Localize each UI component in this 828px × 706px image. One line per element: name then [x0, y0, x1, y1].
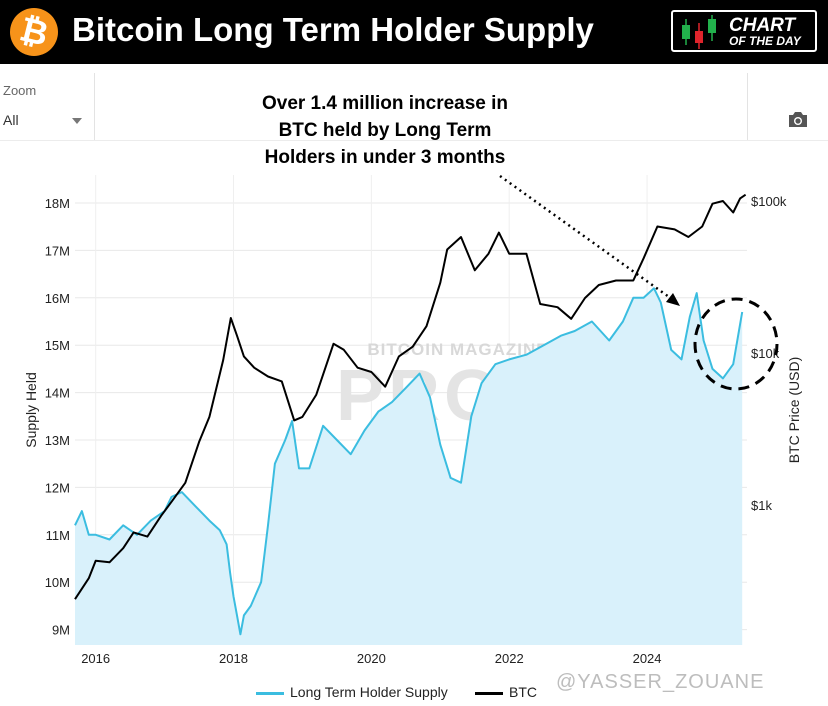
annotation-line-1: Over 1.4 million increase in [261, 93, 509, 114]
y-tick-label: 12M [45, 480, 70, 495]
y-axis-title: Supply Held [23, 372, 39, 448]
annotation-arrow [499, 174, 677, 304]
x-tick-label: 2024 [633, 651, 662, 666]
badge-line-1: CHART [729, 15, 796, 36]
camera-icon[interactable] [788, 111, 808, 128]
axis-labels: 9M 10M 11M 12M 13M 14M 15M 16M 17M 18M 2016 2018 202… [23, 194, 802, 666]
y-tick-label: 9M [52, 623, 70, 638]
y2-tick-label: $100k [751, 194, 787, 209]
series-layer [74, 193, 747, 645]
candlestick-icon [682, 15, 716, 49]
y-tick-label: 13M [45, 433, 70, 448]
zoom-toolbar: Zoom All [0, 73, 828, 141]
legend-swatch-btc [475, 691, 503, 695]
annotation-arrow-head [666, 293, 680, 306]
x-tick-label: 2020 [357, 651, 386, 666]
author-watermark: @YASSER_ZOUANE [556, 671, 765, 693]
bitcoin-logo-icon: ₿ [10, 8, 58, 56]
annotations-layer [499, 174, 779, 391]
x-tick-label: 2016 [81, 651, 110, 666]
legend-label-btc: BTC [509, 684, 537, 700]
x-tick-label: 2018 [219, 651, 248, 666]
zoom-selected-value: All [3, 112, 19, 128]
annotation-line-2: BTC held by Long Term [278, 120, 492, 141]
legend-label-lth: Long Term Holder Supply [290, 684, 448, 700]
page-title: Bitcoin Long Term Holder Supply [72, 11, 594, 48]
toolbar-divider [747, 73, 748, 141]
watermark-top-text: BITCOIN MAGAZINE [367, 340, 548, 359]
toolbar-bottom-border [0, 140, 828, 141]
chevron-down-icon [72, 118, 82, 124]
zoom-select[interactable]: All [0, 103, 92, 137]
y-tick-label: 11M [46, 528, 70, 543]
legend-item-lth[interactable]: Long Term Holder Supply [256, 684, 448, 700]
y-tick-label: 14M [45, 386, 70, 401]
y-tick-label: 16M [45, 291, 70, 306]
y-tick-label: 10M [45, 575, 70, 590]
chart-legend: Long Term Holder Supply BTC [0, 684, 828, 702]
annotation-line-3: Holders in under 3 months [264, 147, 506, 168]
toolbar-divider [94, 73, 95, 141]
legend-item-btc[interactable]: BTC [475, 684, 537, 700]
y-tick-label: 18M [45, 196, 70, 211]
y2-tick-label: $1k [751, 498, 772, 513]
badge-line-2: OF THE DAY [729, 34, 801, 48]
y-tick-label: 17M [45, 243, 70, 258]
y-tick-label: 15M [45, 338, 70, 353]
legend-swatch-lth [256, 691, 284, 695]
lth-supply-line [74, 287, 744, 636]
zoom-label: Zoom [3, 83, 37, 98]
y2-axis-title: BTC Price (USD) [786, 357, 802, 464]
y2-tick-label: $10k [751, 346, 780, 361]
highlight-circle [693, 297, 779, 391]
lth-supply-area [75, 288, 743, 645]
annotation-text: Over 1.4 million increase in BTC held by… [240, 90, 530, 171]
chart-of-the-day-badge: CHART OF THE DAY [671, 10, 817, 52]
btc-price-line [74, 193, 747, 600]
x-tick-label: 2022 [495, 651, 524, 666]
header-bar: ₿ Bitcoin Long Term Holder Supply CHART … [0, 0, 828, 64]
